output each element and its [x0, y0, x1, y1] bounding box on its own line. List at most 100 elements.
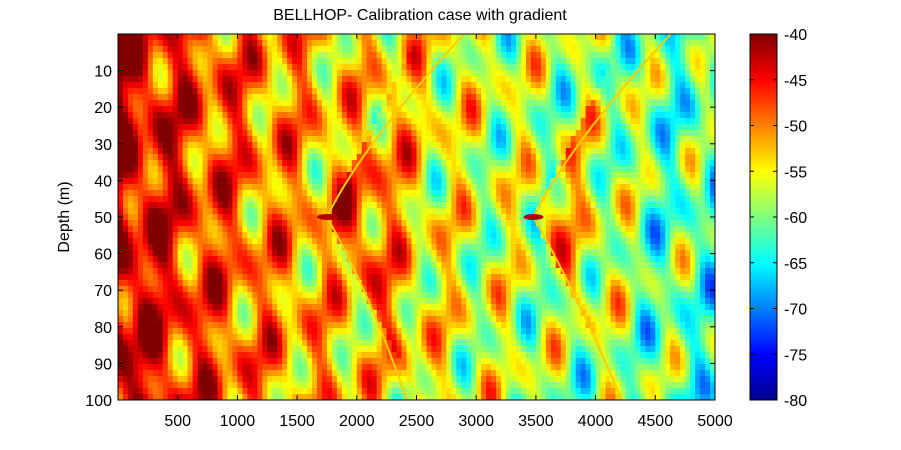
heatmap-cell — [481, 286, 487, 293]
heatmap-cell — [287, 334, 293, 341]
heatmap-cell — [431, 352, 437, 359]
heatmap-cell — [416, 58, 423, 65]
heatmap-cell — [336, 154, 343, 161]
heatmap-cell — [132, 106, 139, 113]
heatmap-cell — [520, 310, 527, 317]
heatmap-cell — [406, 304, 413, 311]
heatmap-cell — [496, 64, 502, 71]
heatmap-cell — [237, 106, 243, 113]
heatmap-cell — [341, 220, 348, 227]
heatmap-cell — [232, 346, 238, 353]
heatmap-cell — [376, 160, 383, 167]
heatmap-cell — [312, 376, 318, 383]
heatmap-cell — [356, 58, 363, 65]
heatmap-cell — [118, 268, 124, 275]
heatmap-cell — [172, 100, 179, 107]
heatmap-cell — [297, 118, 303, 125]
heatmap-cell — [520, 256, 527, 263]
heatmap-cell — [361, 388, 368, 395]
heatmap-cell — [147, 394, 154, 400]
heatmap-cell — [282, 274, 288, 281]
heatmap-cell — [321, 382, 328, 389]
heatmap-cell — [431, 304, 437, 311]
heatmap-cell — [496, 340, 502, 347]
heatmap-cell — [207, 274, 214, 281]
heatmap-cell — [222, 136, 229, 143]
heatmap-cell — [192, 136, 199, 143]
heatmap-cell — [371, 40, 378, 47]
heatmap-cell — [381, 34, 388, 41]
heatmap-cell — [446, 196, 452, 203]
heatmap-cell — [192, 238, 199, 245]
heatmap-cell — [287, 262, 293, 269]
heatmap-cell — [371, 130, 378, 137]
heatmap-cell — [147, 88, 154, 95]
heatmap-cell — [506, 382, 512, 389]
heatmap-cell — [481, 64, 487, 71]
heatmap-cell — [242, 196, 248, 203]
heatmap-cell — [127, 274, 134, 281]
heatmap-cell — [341, 382, 348, 389]
heatmap-cell — [466, 130, 472, 137]
heatmap-cell — [212, 352, 219, 359]
heatmap-cell — [466, 316, 472, 323]
heatmap-cell — [118, 64, 124, 71]
heatmap-cell — [287, 70, 293, 77]
heatmap-cell — [501, 112, 507, 119]
heatmap-cell — [441, 268, 447, 275]
heatmap-cell — [366, 364, 373, 371]
heatmap-cell — [416, 142, 423, 149]
heatmap-cell — [157, 112, 164, 119]
heatmap-cell — [520, 118, 527, 125]
heatmap-cell — [212, 310, 219, 317]
heatmap-cell — [207, 340, 214, 347]
heatmap-cell — [262, 112, 268, 119]
heatmap-cell — [122, 334, 129, 341]
heatmap-cell — [496, 130, 502, 137]
heatmap-cell — [232, 220, 238, 227]
heatmap-cell — [481, 52, 487, 59]
heatmap-cell — [232, 202, 238, 209]
heatmap-cell — [431, 364, 437, 371]
heatmap-cell — [162, 70, 169, 77]
heatmap-cell — [157, 130, 164, 137]
heatmap-cell — [386, 340, 393, 347]
heatmap-cell — [307, 124, 313, 131]
heatmap-cell — [351, 136, 358, 143]
heatmap-cell — [297, 382, 303, 389]
heatmap-cell — [202, 202, 209, 209]
heatmap-cell — [321, 268, 328, 275]
heatmap-cell — [361, 286, 368, 293]
heatmap-cell — [312, 88, 318, 95]
heatmap-cell — [187, 154, 194, 161]
heatmap-cell — [411, 154, 418, 161]
heatmap-cell — [376, 304, 383, 311]
heatmap-cell — [127, 334, 134, 341]
heatmap-cell — [197, 160, 204, 167]
heatmap-cell — [386, 142, 393, 149]
heatmap-cell — [277, 100, 283, 107]
heatmap-cell — [391, 130, 398, 137]
heatmap-cell — [431, 334, 437, 341]
heatmap-cell — [177, 130, 184, 137]
heatmap-cell — [142, 334, 149, 341]
heatmap-cell — [466, 376, 472, 383]
heatmap-cell — [386, 292, 393, 299]
heatmap-cell — [252, 238, 258, 245]
heatmap-cell — [446, 166, 452, 173]
heatmap-cell — [516, 94, 522, 101]
heatmap-cell — [476, 100, 482, 107]
heatmap-cell — [172, 316, 179, 323]
heatmap-cell — [282, 154, 288, 161]
heatmap-cell — [476, 178, 482, 185]
heatmap-cell — [391, 172, 398, 179]
heatmap-cell — [207, 202, 214, 209]
heatmap-cell — [476, 70, 482, 77]
heatmap-cell — [391, 322, 398, 329]
heatmap-cell — [132, 226, 139, 233]
heatmap-cell — [202, 58, 209, 65]
heatmap-cell — [317, 118, 323, 125]
heatmap-cell — [282, 112, 288, 119]
heatmap-cell — [491, 184, 497, 191]
